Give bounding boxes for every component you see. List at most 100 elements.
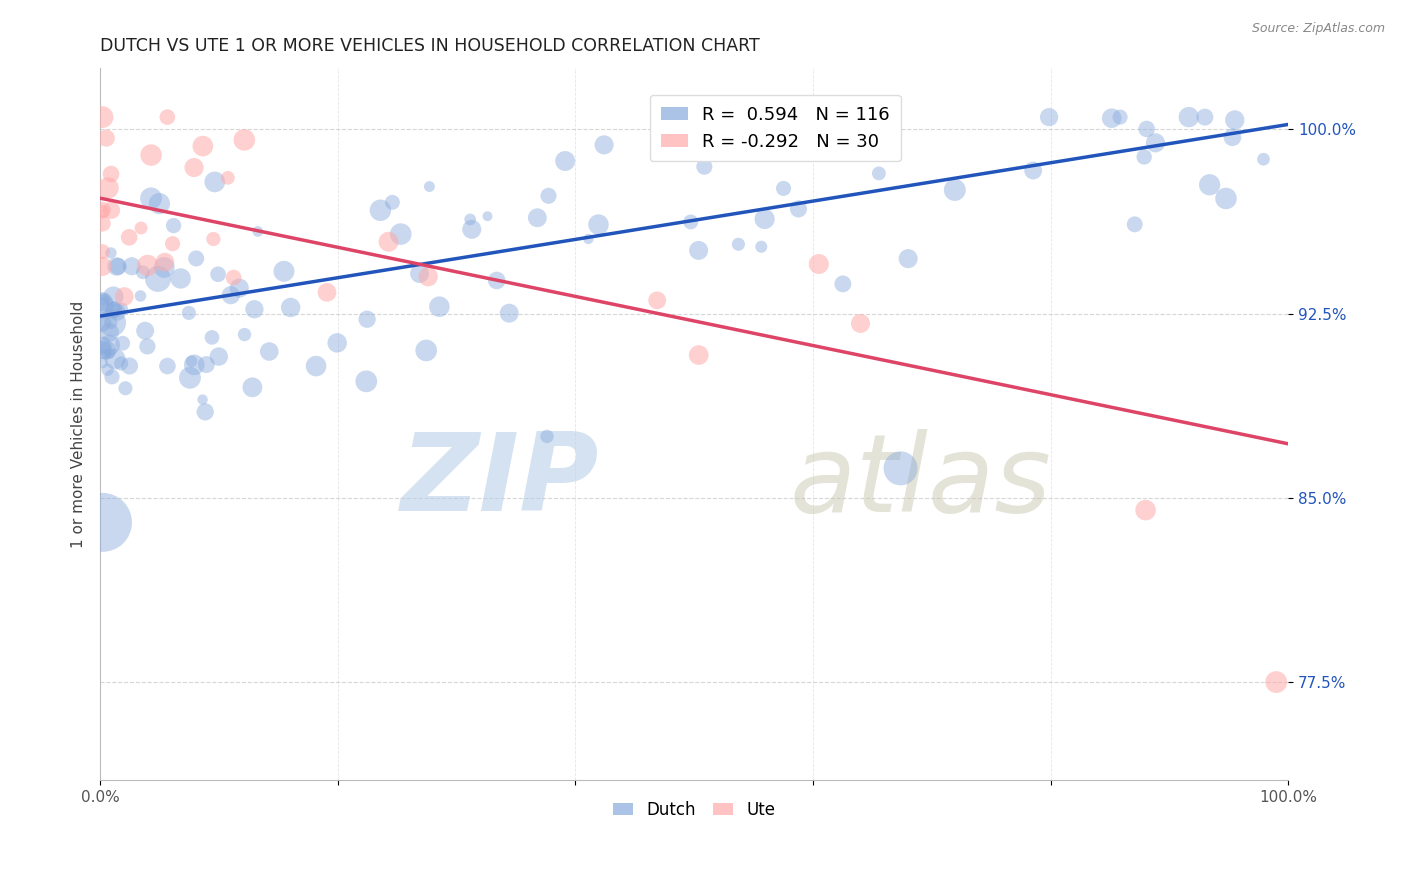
Point [91, 343, 114, 357]
Point [103, 302, 125, 317]
Point [537, 189, 560, 203]
Point [98, 326, 121, 340]
Point [139, 191, 162, 205]
Point [111, 301, 134, 316]
Point [91, 300, 114, 314]
Point [461, 222, 484, 236]
Point [754, 212, 776, 227]
Point [377, 235, 399, 249]
Point [194, 405, 217, 419]
Point [91, 338, 114, 352]
Point [1144, 136, 1167, 150]
Point [1265, 675, 1288, 690]
Point [415, 343, 437, 358]
Point [136, 339, 159, 353]
Point [146, 272, 169, 286]
Point [103, 302, 125, 317]
Point [356, 312, 378, 326]
Point [162, 236, 184, 251]
Point [91, 244, 114, 259]
Point [91, 216, 114, 230]
Point [96, 131, 118, 145]
Point [97, 181, 120, 195]
Point [458, 212, 481, 227]
Point [1022, 163, 1045, 178]
Point [370, 203, 392, 218]
Point [1123, 218, 1146, 232]
Point [246, 224, 269, 238]
Point [243, 302, 266, 317]
Point [217, 170, 239, 185]
Y-axis label: 1 or more Vehicles in Household: 1 or more Vehicles in Household [72, 301, 86, 548]
Point [1136, 122, 1159, 136]
Point [233, 327, 256, 342]
Point [222, 270, 245, 285]
Point [259, 344, 281, 359]
Point [134, 324, 156, 338]
Point [153, 255, 176, 269]
Point [588, 218, 610, 232]
Point [112, 289, 135, 303]
Point [204, 175, 226, 189]
Point [526, 211, 548, 225]
Point [381, 195, 404, 210]
Point [645, 293, 668, 308]
Point [94, 348, 117, 362]
Point [273, 264, 295, 278]
Point [536, 429, 558, 443]
Point [153, 260, 176, 275]
Point [697, 116, 720, 130]
Point [429, 300, 451, 314]
Point [114, 381, 136, 395]
Point [242, 380, 264, 394]
Point [772, 181, 794, 195]
Point [191, 392, 214, 407]
Point [498, 306, 520, 320]
Point [688, 348, 710, 362]
Point [148, 196, 170, 211]
Point [96, 363, 118, 377]
Point [118, 359, 141, 373]
Point [485, 273, 508, 287]
Point [1215, 191, 1237, 205]
Point [91, 316, 114, 330]
Point [749, 240, 772, 254]
Point [208, 350, 231, 364]
Point [477, 209, 499, 223]
Point [1133, 150, 1156, 164]
Point [326, 335, 349, 350]
Point [103, 290, 125, 304]
Point [105, 260, 128, 274]
Point [186, 252, 208, 266]
Point [679, 215, 702, 229]
Point [97, 343, 120, 357]
Point [129, 289, 152, 303]
Point [191, 139, 214, 153]
Point [1038, 110, 1060, 124]
Point [688, 244, 710, 258]
Legend: Dutch, Ute: Dutch, Ute [606, 794, 782, 825]
Point [554, 154, 576, 169]
Point [177, 306, 200, 320]
Point [101, 369, 124, 384]
Point [593, 137, 616, 152]
Point [1178, 110, 1201, 124]
Point [207, 267, 229, 281]
Point [890, 461, 912, 475]
Point [91, 204, 114, 219]
Point [356, 374, 378, 388]
Point [1222, 130, 1244, 145]
Point [91, 260, 114, 274]
Point [100, 203, 122, 218]
Point [1198, 178, 1220, 192]
Point [91, 110, 114, 124]
Text: DUTCH VS UTE 1 OR MORE VEHICLES IN HOUSEHOLD CORRELATION CHART: DUTCH VS UTE 1 OR MORE VEHICLES IN HOUSE… [100, 37, 759, 55]
Point [201, 330, 224, 344]
Point [897, 252, 920, 266]
Point [183, 358, 205, 372]
Point [100, 315, 122, 329]
Point [228, 281, 250, 295]
Point [111, 336, 134, 351]
Point [807, 257, 830, 271]
Text: atlas: atlas [789, 429, 1052, 533]
